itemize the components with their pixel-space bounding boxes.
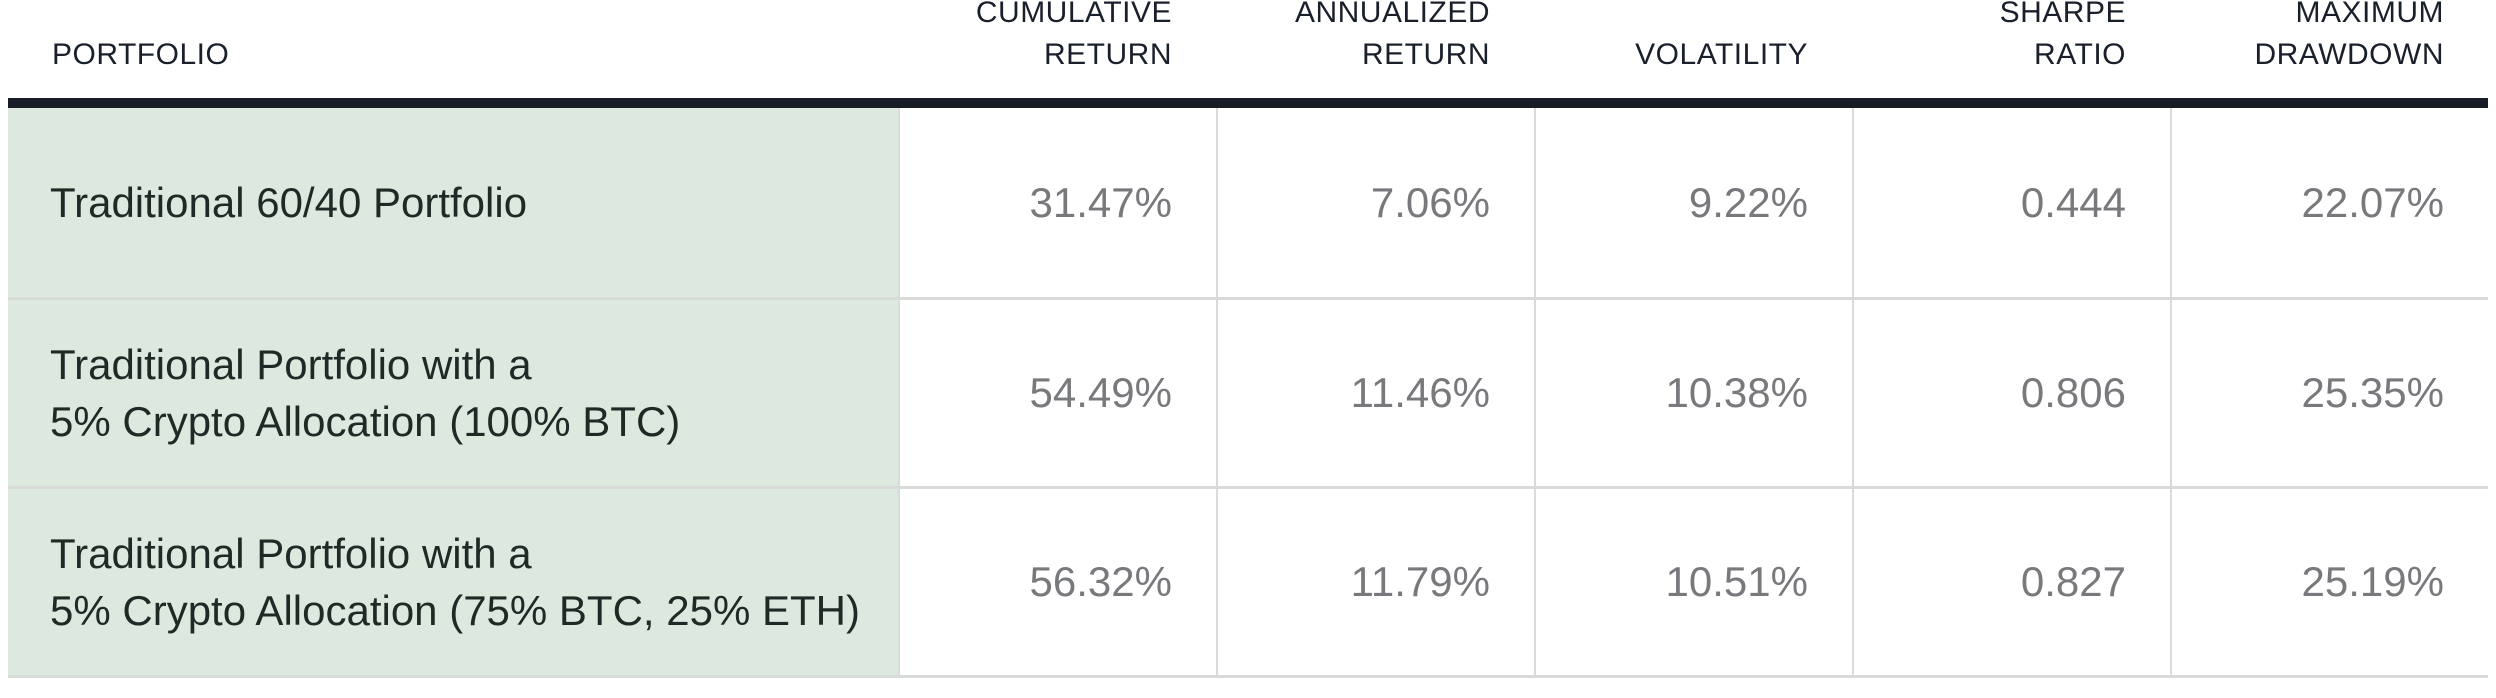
maximum-drawdown-value: 25.35% bbox=[2170, 297, 2488, 486]
table-row: Traditional 60/40 Portfolio 31.47% 7.06%… bbox=[8, 108, 2488, 297]
table-header-row: PORTFOLIO CUMULATIVE RETURN ANNUALIZED R… bbox=[8, 0, 2488, 108]
sharpe-ratio-value: 0.444 bbox=[1852, 108, 2170, 297]
header-cell-portfolio: PORTFOLIO bbox=[8, 34, 898, 98]
cumulative-return-value: 54.49% bbox=[898, 297, 1216, 486]
header-cell-cumulative-return: CUMULATIVE RETURN bbox=[898, 0, 1216, 98]
annualized-return-value: 11.79% bbox=[1216, 486, 1534, 675]
cumulative-return-value: 31.47% bbox=[898, 108, 1216, 297]
portfolio-name-cell: Traditional 60/40 Portfolio bbox=[8, 108, 898, 297]
table-row: Traditional Portfolio with a 5% Crypto A… bbox=[8, 486, 2488, 675]
header-cell-sharpe-ratio: SHARPE RATIO bbox=[1852, 0, 2170, 98]
sharpe-ratio-value: 0.806 bbox=[1852, 297, 2170, 486]
sharpe-ratio-value: 0.827 bbox=[1852, 486, 2170, 675]
volatility-value: 9.22% bbox=[1534, 108, 1852, 297]
header-label: RETURN bbox=[1044, 38, 1172, 71]
header-label: VOLATILITY bbox=[1635, 38, 1808, 71]
table-body: Traditional 60/40 Portfolio 31.47% 7.06%… bbox=[8, 108, 2488, 678]
header-label: ANNUALIZED bbox=[1294, 0, 1490, 29]
portfolio-name-cell: Traditional Portfolio with a 5% Crypto A… bbox=[8, 486, 898, 675]
portfolio-name-cell: Traditional Portfolio with a 5% Crypto A… bbox=[8, 297, 898, 486]
header-cell-volatility: VOLATILITY bbox=[1534, 34, 1852, 98]
cumulative-return-value: 56.32% bbox=[898, 486, 1216, 675]
maximum-drawdown-value: 22.07% bbox=[2170, 108, 2488, 297]
portfolio-name-line2: 5% Crypto Allocation (75% BTC, 25% ETH) bbox=[50, 587, 860, 634]
portfolio-name-line2: 5% Crypto Allocation (100% BTC) bbox=[50, 398, 681, 445]
header-label: PORTFOLIO bbox=[52, 38, 230, 71]
header-label: DRAWDOWN bbox=[2254, 38, 2444, 71]
header-label: CUMULATIVE bbox=[975, 0, 1172, 29]
header-cell-maximum-drawdown: MAXIMUM DRAWDOWN bbox=[2170, 0, 2488, 98]
portfolio-name: Traditional 60/40 Portfolio bbox=[50, 179, 528, 226]
volatility-value: 10.38% bbox=[1534, 297, 1852, 486]
header-label: SHARPE bbox=[1999, 0, 2126, 29]
portfolio-name: Traditional Portfolio with a bbox=[50, 341, 532, 388]
portfolio-name: Traditional Portfolio with a bbox=[50, 530, 532, 577]
header-label: RATIO bbox=[2034, 38, 2126, 71]
header-label: MAXIMUM bbox=[2295, 0, 2444, 29]
header-label: RETURN bbox=[1362, 38, 1490, 71]
header-cell-annualized-return: ANNUALIZED RETURN bbox=[1216, 0, 1534, 98]
annualized-return-value: 11.46% bbox=[1216, 297, 1534, 486]
volatility-value: 10.51% bbox=[1534, 486, 1852, 675]
table-row: Traditional Portfolio with a 5% Crypto A… bbox=[8, 297, 2488, 486]
annualized-return-value: 7.06% bbox=[1216, 108, 1534, 297]
portfolio-performance-table: PORTFOLIO CUMULATIVE RETURN ANNUALIZED R… bbox=[8, 0, 2488, 678]
maximum-drawdown-value: 25.19% bbox=[2170, 486, 2488, 675]
